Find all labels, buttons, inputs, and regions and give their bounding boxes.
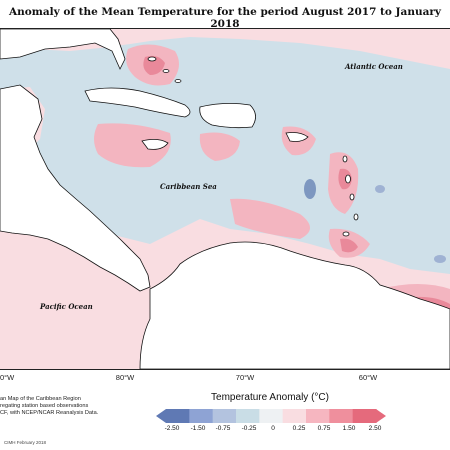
- legend-swatch: [166, 409, 190, 423]
- legend-tick: 0.75: [317, 425, 331, 432]
- legend-swatch: [259, 409, 284, 423]
- longitude-tick-60w: 60°W: [358, 373, 378, 382]
- legend-tick: -2.50: [164, 425, 180, 432]
- legend-swatch: [329, 409, 354, 423]
- legend-swatch: [352, 409, 377, 423]
- legend-tick: 0.25: [292, 425, 306, 432]
- legend-swatch: [189, 409, 214, 423]
- footnote-line: regating station based observations: [0, 403, 89, 409]
- label-pacific-ocean: Pacific Ocean: [39, 302, 93, 311]
- map-canvas: Atlantic Ocean Caribbean Sea Pacific Oce…: [0, 29, 450, 369]
- longitude-tick-70w: 70°W: [235, 373, 255, 382]
- legend-tick: 1.50: [342, 425, 356, 432]
- legend-tick: -1.50: [190, 425, 206, 432]
- legend-swatches: [166, 409, 377, 423]
- legend-tick: -0.75: [215, 425, 231, 432]
- legend-tick: 0: [271, 425, 275, 432]
- legend-title: Temperature Anomaly (°C): [211, 392, 329, 403]
- temperature-legend: Temperature Anomaly (°C) -2.50 -1.50 -0.…: [150, 392, 390, 440]
- land-masses: [0, 29, 450, 369]
- footnote-line: an Map of the Caribbean Region: [0, 396, 81, 402]
- longitude-tick-80w: 80°W: [115, 373, 135, 382]
- legend-tick: -0.25: [241, 425, 257, 432]
- anomaly-map: Atlantic Ocean Caribbean Sea Pacific Oce…: [0, 28, 450, 370]
- map-footnote: an Map of the Caribbean Region regating …: [0, 396, 98, 417]
- map-credit: CIMH February 2018: [4, 440, 47, 445]
- legend-arrow-right: [376, 409, 386, 423]
- legend-swatch: [212, 409, 237, 423]
- legend-swatch: [282, 409, 307, 423]
- label-atlantic-ocean: Atlantic Ocean: [344, 62, 403, 71]
- legend-swatch: [236, 409, 260, 423]
- legend-arrow-left: [156, 409, 166, 423]
- legend-colorbar: [156, 409, 386, 423]
- label-caribbean-sea: Caribbean Sea: [160, 182, 217, 191]
- footnote-line: CF, with NCEP/NCAR Reanalysis Data.: [0, 410, 99, 416]
- legend-swatch: [306, 409, 330, 423]
- map-title: Anomaly of the Mean Temperature for the …: [8, 6, 442, 30]
- longitude-tick-90w: 90°W: [0, 373, 15, 382]
- legend-tick: 2.50: [368, 425, 382, 432]
